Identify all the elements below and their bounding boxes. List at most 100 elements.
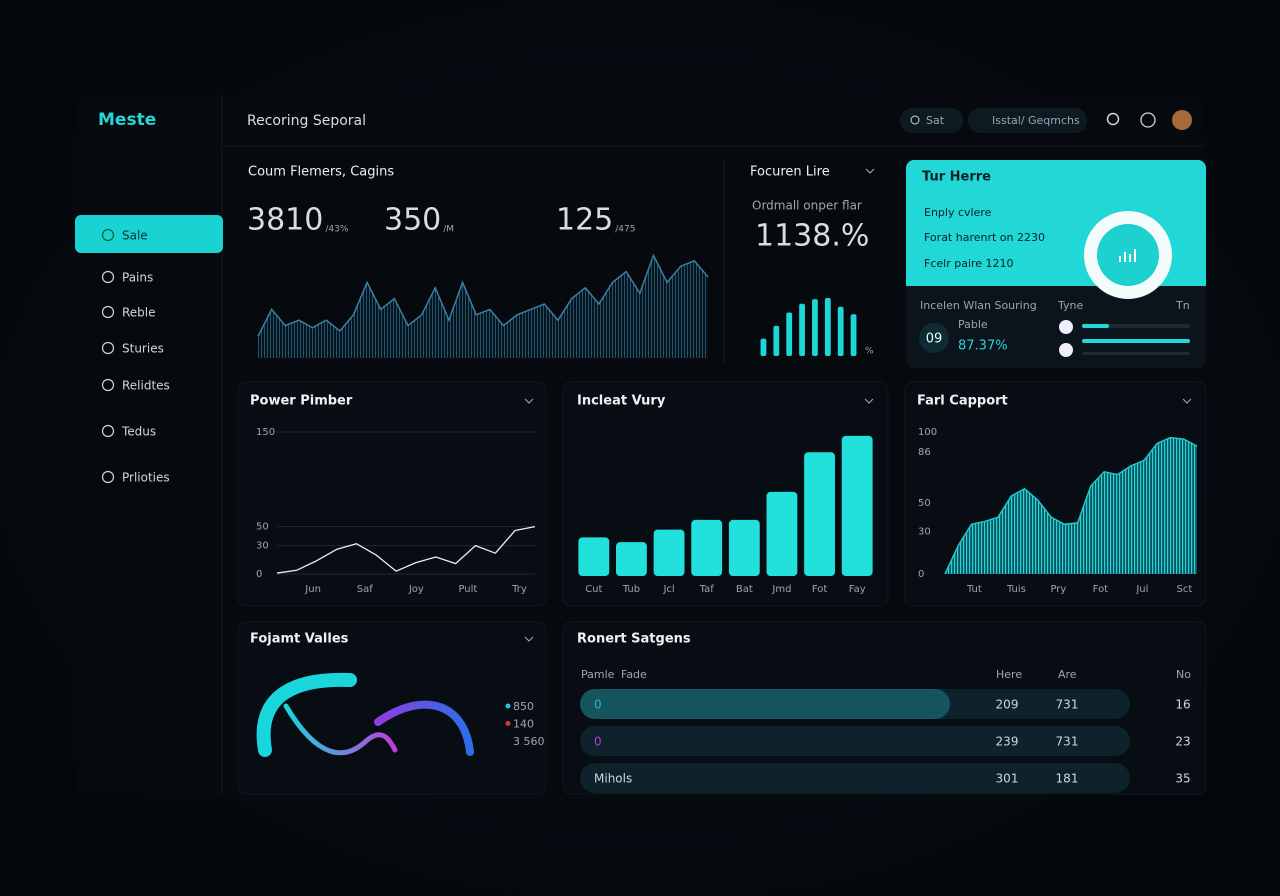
nav-item[interactable]: Relidtes: [101, 379, 170, 393]
x-tick-label: Jun: [304, 584, 321, 595]
card-title: Power Pimber: [250, 394, 353, 409]
chevron[interactable]: [524, 636, 534, 642]
highlight-line: Forat harenrt on 2230: [924, 231, 1045, 244]
gauge-arc: [374, 700, 474, 756]
status-column: Tyne: [1057, 299, 1083, 312]
gauge-arc: [256, 672, 357, 757]
y-tick-label: 0: [918, 569, 924, 580]
nav-label: Reble: [122, 306, 156, 320]
chevron[interactable]: [524, 398, 1192, 404]
bar: [804, 452, 835, 576]
bar: [786, 312, 793, 356]
x-tick-label: Fot: [1093, 584, 1109, 595]
x-tick-label: Fot: [812, 584, 828, 595]
nav-icon: [101, 424, 115, 438]
stat-value: 350: [384, 203, 441, 238]
globe-button[interactable]: [1140, 112, 1156, 128]
gauge-curve: [283, 703, 398, 756]
nav-item[interactable]: Tedus: [101, 424, 157, 439]
progress-track: [1082, 324, 1190, 328]
nav-item[interactable]: Reble: [101, 306, 156, 320]
nav-active: [75, 215, 223, 253]
progress-bar: [1082, 339, 1190, 343]
table-cell: 0: [594, 735, 602, 749]
stat-value: 125: [556, 203, 613, 238]
stat-unit: /M: [443, 225, 454, 235]
table-cell: 35: [1175, 772, 1190, 786]
filter-button[interactable]: [900, 108, 963, 133]
x-tick-label: Jcl: [662, 584, 674, 595]
nav-icon: [101, 341, 115, 355]
area-line: [257, 253, 709, 337]
card-title: Fojamt Valles: [250, 632, 349, 647]
filter-label: Sat: [926, 114, 945, 127]
card-title: Ronert Satgens: [577, 632, 691, 647]
bar: [728, 519, 760, 576]
table-cell: Mihols: [594, 772, 632, 786]
table-cell: 239: [996, 735, 1019, 749]
table-cell: 23: [1175, 735, 1190, 749]
page-title: Recoring Seporal: [247, 113, 366, 129]
gauge-legend: 850 140 3 560: [505, 700, 545, 748]
nav-item[interactable]: Sale: [101, 229, 148, 243]
table-header: No: [1176, 668, 1191, 681]
area-line: [944, 436, 1198, 575]
nav-item[interactable]: Pains: [101, 270, 154, 285]
highlight-icon[interactable]: [1097, 224, 1159, 286]
table-cell: 301: [996, 772, 1019, 786]
row-highlight: [580, 689, 950, 719]
nav-label: Prlioties: [122, 471, 170, 485]
table-cell: 731: [1056, 698, 1079, 712]
x-tick-label: Tuis: [1006, 584, 1026, 595]
progress-icon: [1059, 320, 1073, 334]
bar: [773, 325, 780, 356]
nav-item[interactable]: Prlioties: [101, 470, 170, 485]
bar: [616, 542, 647, 576]
bars-icon: [1119, 249, 1136, 262]
export-button[interactable]: [968, 108, 1087, 133]
stat-unit: /43%: [325, 225, 348, 235]
nav-label: Sale: [122, 229, 148, 243]
x-tick-label: Taf: [699, 584, 715, 595]
card-title: Farl Capport: [917, 394, 1008, 409]
legend-dot: [505, 703, 511, 709]
card-title: Focuren Lire: [750, 165, 830, 180]
nav-icon: [101, 470, 115, 484]
focus-label: Ordmall onper flar: [752, 199, 862, 213]
x-tick-label: Cut: [585, 584, 602, 595]
y-tick-label: 0: [256, 569, 262, 580]
bar: [812, 299, 818, 356]
table-cell: 209: [996, 698, 1019, 712]
nav-item[interactable]: Sturies: [101, 341, 164, 356]
nav-label: Tedus: [121, 425, 156, 439]
y-tick-label: 50: [918, 498, 931, 509]
x-tick-label: Fay: [849, 584, 866, 595]
y-tick-label: 30: [256, 541, 269, 552]
status-label: Pable: [958, 318, 988, 331]
x-tick-label: Pry: [1050, 584, 1066, 595]
area-fill: [258, 255, 708, 358]
search-button[interactable]: [1106, 112, 1120, 126]
progress-track: [1082, 352, 1190, 355]
nav-label: Pains: [122, 271, 153, 285]
table-header: Fade: [621, 668, 647, 681]
legend-label: 3 560: [513, 735, 545, 748]
bar: [799, 303, 805, 356]
export-label: Isstal/ Geqmchs: [992, 114, 1080, 127]
focus-value: 1138.%: [755, 219, 869, 254]
nav-icon: [101, 270, 115, 284]
highlight-title: Tur Herre: [922, 170, 991, 185]
chevron[interactable]: [865, 168, 875, 174]
table-cell: 181: [1056, 772, 1079, 786]
bar: [760, 338, 767, 356]
table-row: [580, 763, 1130, 793]
search-icon: [910, 115, 920, 125]
chart-card: [237, 381, 547, 607]
area-fill: [945, 437, 1197, 574]
sidebar: Sale Pains Reble Sturies Relidtes Tedus Prliot…: [75, 215, 223, 485]
x-tick-label: Tub: [622, 584, 640, 595]
bar: [653, 529, 685, 576]
avatar[interactable]: [1172, 110, 1192, 130]
y-tick-label: 100: [918, 427, 937, 438]
table-header: Are: [1058, 668, 1077, 681]
